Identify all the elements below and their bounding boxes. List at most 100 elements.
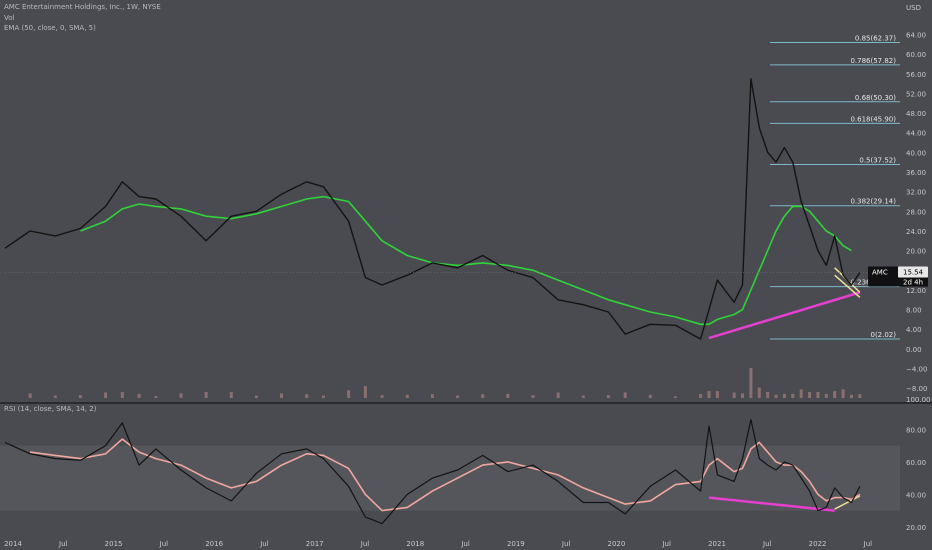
rsi-tick-label: 60.00 [906, 459, 926, 467]
volume-bar [732, 392, 736, 398]
price-line [4, 77, 861, 340]
symbol-legend[interactable]: AMC Entertainment Holdings, Inc., 1W, NY… [4, 3, 161, 11]
rsi-tick-label: 40.00 [906, 491, 926, 499]
time-tick-label: Jul [863, 540, 873, 548]
volume-bar [757, 387, 761, 398]
trendlines[interactable] [708, 267, 861, 512]
price-tick-label: 52.00 [906, 90, 926, 98]
volume-bar [841, 389, 845, 398]
volume-bar [581, 395, 585, 398]
price-tick-label: 60.00 [906, 51, 926, 59]
price-tick-label: 40.00 [906, 149, 926, 157]
volume-bar [808, 392, 812, 398]
badge-time-box [898, 277, 928, 287]
volume-bar [506, 393, 510, 398]
time-tick-label: Jul [360, 540, 370, 548]
volume-bar [766, 392, 770, 398]
volume-bar [606, 395, 610, 398]
volume-bar [741, 393, 745, 398]
volume-bar [824, 393, 828, 398]
fibonacci-retracement[interactable]: 0.85(62.37) 0.786(57.82) 0.68(50.30) 0.618(… [770, 34, 900, 340]
rsi-trendline [708, 496, 835, 512]
volume-bar [791, 393, 795, 398]
volume-bar [120, 392, 124, 398]
price-tick-label: 44.00 [906, 130, 926, 138]
time-axis[interactable]: 2014 Jul 2015 Jul 2016 Jul 2017 Jul 2018 Jul 2019 J… [4, 540, 872, 548]
time-tick-label: 2020 [608, 540, 626, 548]
volume-bar [774, 394, 778, 398]
rsi-wedge-line [834, 495, 861, 510]
price-tick-label: 48.00 [906, 110, 926, 118]
volume-bar [749, 368, 753, 398]
volume-bar [53, 395, 57, 398]
price-tick-label: 64.00 [906, 31, 926, 39]
price-tick-label: 20.00 [906, 248, 926, 256]
volume-bar [229, 392, 233, 398]
time-tick-label: Jul [561, 540, 571, 548]
price-tick-label: 28.00 [906, 208, 926, 216]
volume-bar [321, 395, 325, 398]
rsi-tick-label: 80.00 [906, 426, 926, 434]
volume-bar [816, 392, 820, 398]
price-axis[interactable]: USD 64.00 60.00 56.00 52.00 48.00 44.00 40.00 36… [906, 4, 931, 404]
rsi-series [4, 419, 861, 525]
badge-price-box [898, 266, 928, 278]
badge-symbol-box [868, 266, 898, 287]
rsi-axis[interactable]: 80.00 60.00 40.00 20.00 [906, 426, 926, 532]
volume-bar [254, 395, 258, 398]
volume-bar [556, 392, 560, 398]
volume-bar [858, 394, 862, 398]
volume-bar [673, 396, 677, 398]
badge-price: 15.54 [903, 269, 924, 277]
price-tick-label: 8.00 [906, 307, 922, 315]
volume-bar [347, 390, 351, 398]
volume-bars [28, 368, 862, 398]
vol-legend[interactable]: Vol [4, 14, 15, 22]
ema-legend[interactable]: EMA (50, close, 0, SMA, 5) [4, 24, 96, 32]
volume-bar [430, 394, 434, 398]
badge-time: 2d 4h [903, 279, 923, 287]
rsi-legend[interactable]: RSI (14, close, SMA, 14, 2) [4, 405, 97, 413]
volume-bar [405, 394, 409, 398]
price-tick-label: 56.00 [906, 71, 926, 79]
fib-level-label: 0(2.02) [870, 331, 896, 339]
fib-level-label: 0.68(50.30) [855, 94, 896, 102]
volume-bar [623, 392, 627, 398]
time-tick-label: 2015 [105, 540, 123, 548]
time-tick-label: Jul [58, 540, 68, 548]
time-tick-label: Jul [460, 540, 470, 548]
fib-level-label: 0.85(62.37) [855, 34, 896, 42]
volume-bar [849, 394, 853, 398]
volume-bar [707, 391, 711, 398]
volume-bar [481, 394, 485, 398]
price-tick-label: −4.00 [906, 366, 927, 374]
volume-bar [648, 394, 652, 398]
volume-bar [280, 393, 284, 398]
volume-bar [204, 392, 208, 398]
time-tick-label: 2014 [4, 540, 22, 548]
volume-bar [782, 393, 786, 398]
price-tick-label: 12.00 [906, 287, 926, 295]
time-tick-label: Jul [661, 540, 671, 548]
volume-tick-label: 100.00 [906, 396, 931, 404]
ema-series [80, 195, 852, 326]
last-price-badge: AMC 15.54 2d 4h [5, 266, 928, 287]
time-tick-label: 2018 [406, 540, 424, 548]
fib-level-label: 0.5(37.52) [859, 157, 896, 165]
time-tick-label: 2022 [809, 540, 827, 548]
volume-bar [28, 393, 32, 398]
volume-bar [799, 389, 803, 398]
rsi-pane [4, 419, 861, 525]
currency-label: USD [906, 4, 921, 12]
fib-level-label: 0.786(57.82) [850, 57, 896, 65]
price-tick-label: 0.00 [906, 346, 922, 354]
rsi-tick-label: 20.00 [906, 524, 926, 532]
volume-bar [456, 395, 460, 398]
volume-bar [179, 393, 183, 398]
time-tick-label: 2016 [205, 540, 223, 548]
volume-bar [78, 395, 82, 398]
volume-bar [305, 394, 309, 398]
time-tick-label: 2021 [708, 540, 726, 548]
volume-bar [833, 391, 837, 398]
